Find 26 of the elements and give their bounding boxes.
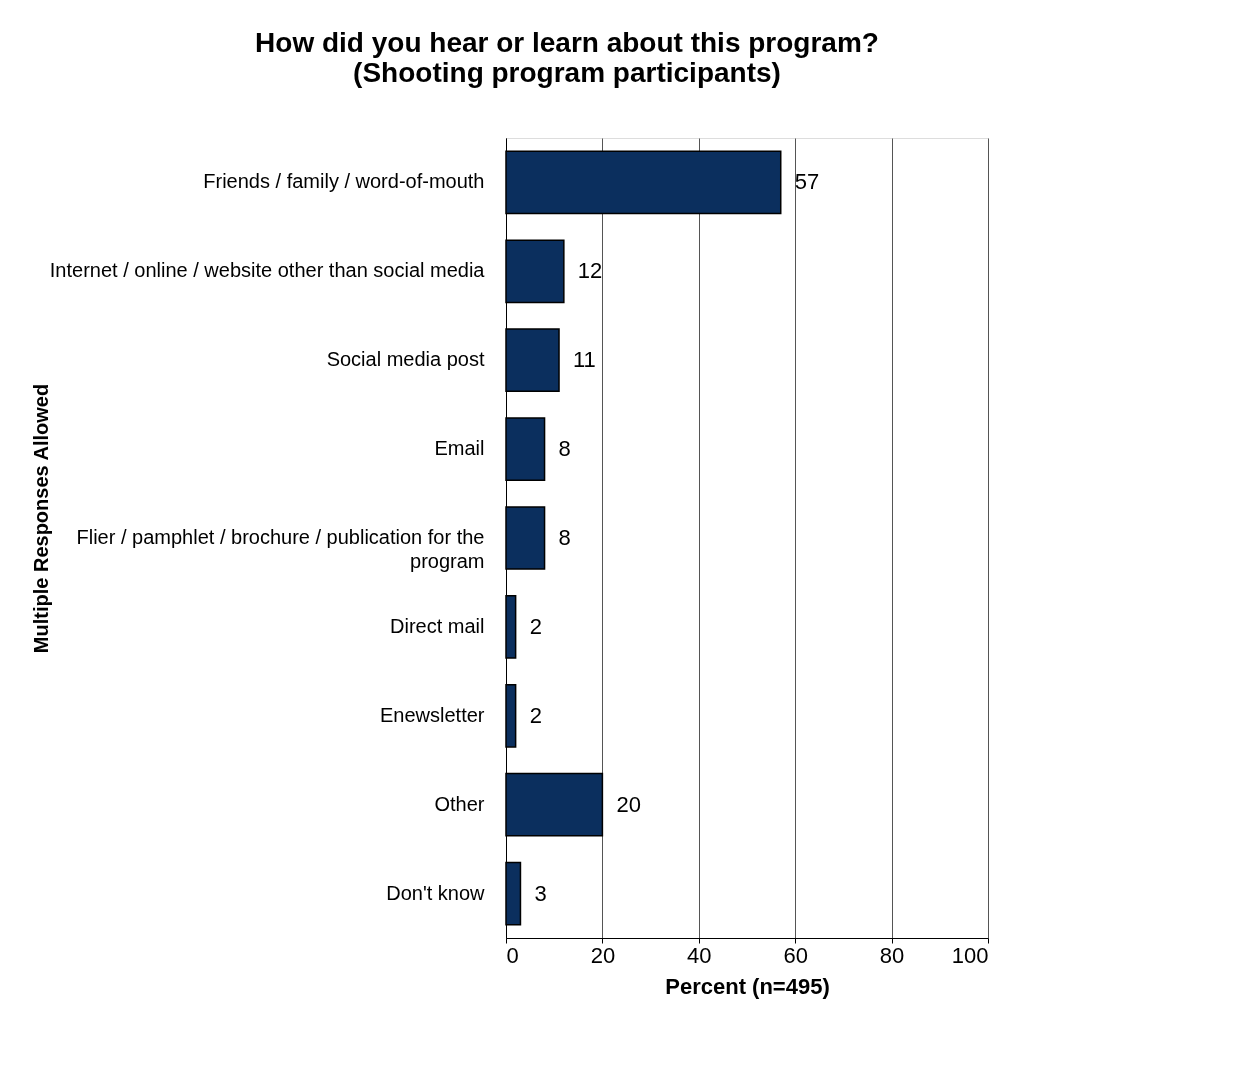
y-tick-label: Enewsletter [380, 703, 485, 726]
y-tick-label: Internet / online / website other than social media [49, 259, 486, 282]
y-tick-label: Other [434, 792, 485, 815]
data-label: 8 [558, 525, 571, 550]
y-tick-label: Friends / family / word-of-mouth [203, 170, 485, 193]
x-tick-label: 40 [687, 942, 712, 968]
x-tick-label: 80 [879, 942, 905, 968]
y-axis-title: Multiple Responses Allowed [29, 383, 52, 654]
y-tick-label: Direct mail [390, 614, 485, 637]
x-tick-label: 60 [783, 942, 808, 968]
chart-title: How did you hear or learn about this program? (Shooting program participants) [255, 27, 879, 88]
data-label: 2 [529, 613, 542, 639]
data-label: 2 [529, 702, 542, 728]
data-label: 20 [616, 791, 641, 817]
y-tick-label: Social media post [326, 348, 485, 371]
data-label: 3 [534, 880, 547, 906]
y-tick-label: Email [434, 437, 485, 460]
x-tick-label: 0 [506, 942, 519, 968]
data-label: 12 [577, 258, 603, 284]
x-axis-title: Percent (n=495) [665, 973, 830, 999]
data-label: 11 [573, 347, 596, 373]
y-tick-label: Don't know [386, 881, 486, 904]
x-tick-label: 20 [590, 942, 616, 968]
data-label: 8 [558, 436, 571, 462]
y-tick-label: Flier / pamphlet / brochure / publication for the program [76, 526, 485, 572]
x-tick-label: 100 [951, 942, 989, 968]
